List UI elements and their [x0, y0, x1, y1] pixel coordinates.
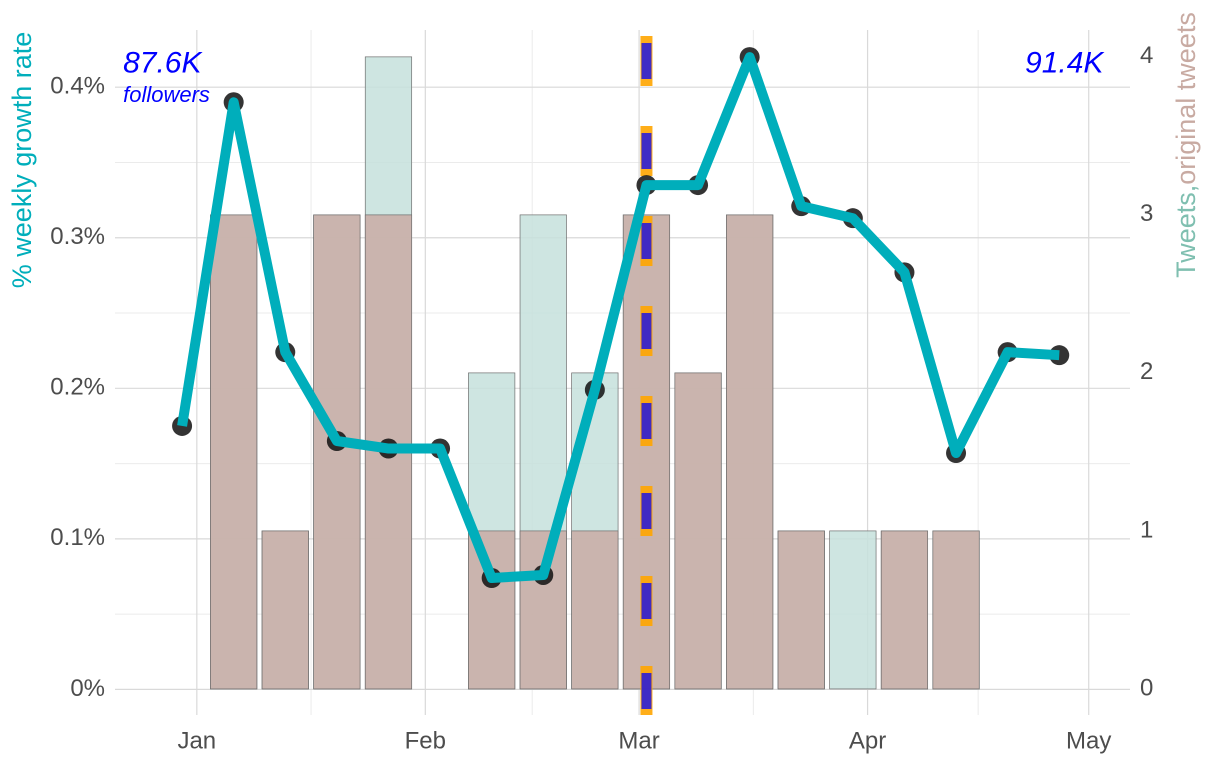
- bar: [571, 530, 619, 690]
- y-axis-title: % weekly growth rate: [7, 32, 37, 289]
- y-tick-label: 0%: [70, 675, 105, 702]
- y-tick-label: 0.3%: [50, 223, 105, 250]
- y-tick-label: 0.2%: [50, 374, 105, 401]
- bar: [777, 530, 825, 690]
- x-tick-label: Feb: [405, 727, 446, 754]
- y2-tick-label: 3: [1140, 200, 1153, 227]
- annotation: 87.6K: [123, 47, 203, 80]
- x-tick-label: Jan: [177, 727, 216, 754]
- x-tick-label: Apr: [849, 727, 886, 754]
- bar: [932, 530, 980, 690]
- y-tick-label: 0.4%: [50, 73, 105, 100]
- bar: [829, 530, 877, 690]
- bar: [674, 372, 722, 690]
- bar: [313, 214, 361, 690]
- bar: [880, 530, 929, 690]
- bar: [210, 214, 258, 690]
- y2-axis-title: Tweets,original tweets: [1171, 12, 1201, 278]
- y2-tick-label: 4: [1140, 42, 1153, 69]
- y-tick-label: 0.1%: [50, 524, 105, 551]
- y2-axis-title-part: original tweets: [1171, 12, 1201, 185]
- x-tick-label: May: [1066, 727, 1111, 754]
- bar: [261, 530, 309, 690]
- line: [177, 52, 1060, 583]
- bar: [726, 214, 774, 690]
- x-tick-label: Mar: [618, 727, 659, 754]
- annotation: 91.4K: [1025, 47, 1105, 80]
- y2-axis-title-part: Tweets,: [1171, 185, 1201, 278]
- annotation: followers: [123, 82, 210, 107]
- y2-tick-label: 2: [1140, 358, 1153, 385]
- bar: [519, 530, 567, 690]
- bar: [468, 530, 516, 690]
- y2-tick-label: 1: [1140, 516, 1153, 543]
- y2-tick-label: 0: [1140, 674, 1153, 701]
